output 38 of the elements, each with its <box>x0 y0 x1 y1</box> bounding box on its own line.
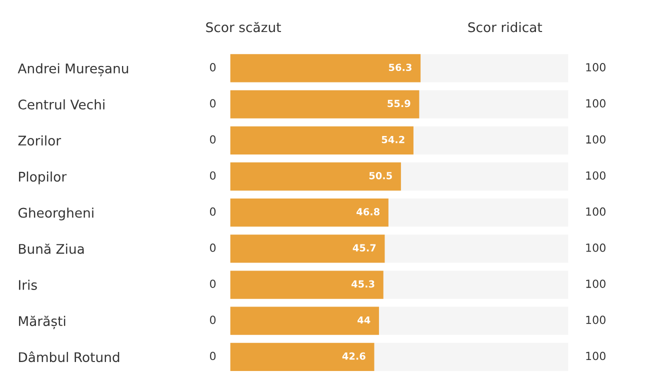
data-label: 44 <box>358 316 370 324</box>
data-label: 45.3 <box>351 280 374 288</box>
text: 0 <box>210 316 216 324</box>
text: 100 <box>586 135 606 144</box>
text: 100 <box>586 352 606 360</box>
y-tick-label: Mărăști <box>19 316 66 330</box>
y-tick-label: Dâmbul Rotund <box>19 351 120 362</box>
text: 0 <box>210 135 216 144</box>
y-tick-label: Plopilor <box>19 171 67 184</box>
text: 0 <box>210 99 216 108</box>
text: Scor ridicat <box>468 22 542 32</box>
text: 0 <box>210 244 216 252</box>
text: 100 <box>586 99 606 108</box>
text: Scor scăzut <box>206 22 281 32</box>
text: 100 <box>586 280 606 288</box>
text: 0 <box>210 207 216 216</box>
data-label: 46.8 <box>356 208 380 216</box>
y-tick-label: Andrei Mureșanu <box>18 63 128 76</box>
text: 0 <box>210 171 216 180</box>
text: 100 <box>586 244 606 252</box>
text: 100 <box>586 316 606 324</box>
data-label: 42.6 <box>342 352 366 360</box>
y-tick-label: Gheorgheni <box>18 208 94 220</box>
data-label: 45.7 <box>352 244 376 252</box>
data-label: 56.3 <box>389 64 412 72</box>
data-label: 54.2 <box>382 136 404 144</box>
y-tick-label: Centrul Vechi <box>18 99 104 110</box>
y-tick-label: Bună Ziua <box>19 244 84 254</box>
text: 100 <box>586 63 606 72</box>
text: 0 <box>210 280 216 288</box>
y-tick-label: Iris <box>19 280 37 290</box>
text: 100 <box>586 171 606 180</box>
data-label: 55.9 <box>388 100 410 108</box>
data-label: 50.5 <box>369 172 392 180</box>
text: 0 <box>210 63 216 72</box>
y-tick-label: Zorilor <box>18 135 62 146</box>
text: 0 <box>210 352 216 360</box>
text: 100 <box>586 207 606 216</box>
